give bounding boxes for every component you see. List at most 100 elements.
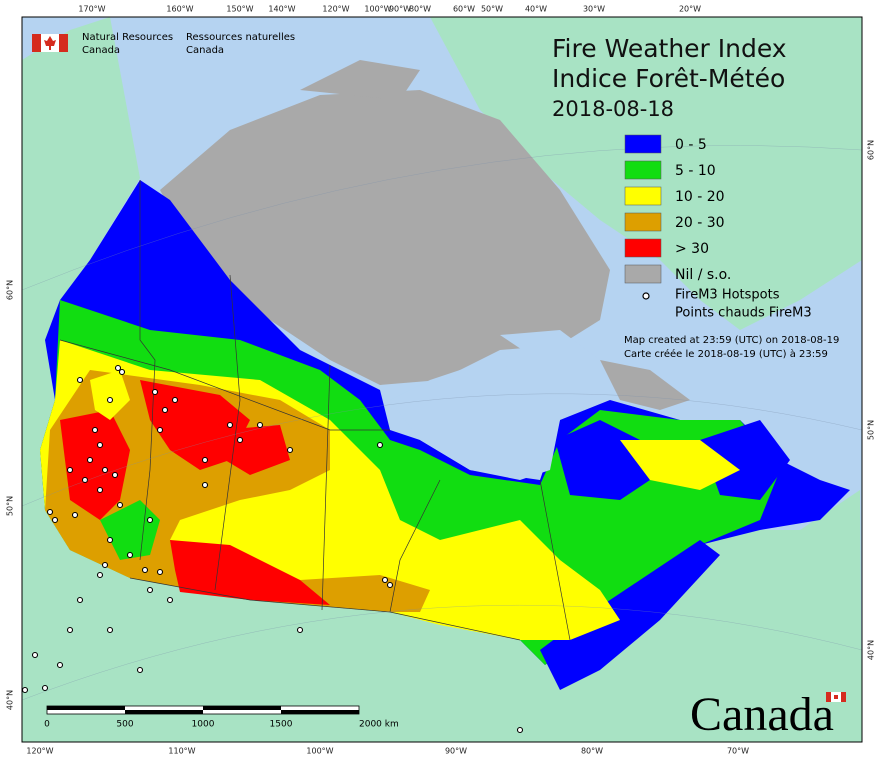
graticule-label: 120°W — [322, 5, 349, 14]
hotspot — [96, 486, 104, 494]
note: Carte créée le 2018-08-19 (UTC) à 23:59 — [624, 348, 828, 360]
graticule-label: 50°N — [6, 496, 15, 516]
hotspot — [236, 436, 244, 444]
hotspot — [161, 406, 169, 414]
hotspot — [166, 596, 174, 604]
hotspot — [141, 566, 149, 574]
graticule-label: 50°W — [481, 5, 503, 14]
graticule-label: 40°W — [525, 5, 547, 14]
hotspot — [21, 686, 29, 694]
graticule-label: 30°W — [583, 5, 605, 14]
flag-bar — [59, 34, 68, 52]
graticule-label: 120°W — [26, 747, 53, 756]
maple-leaf — [834, 695, 838, 699]
header: Natural Resources Canada Ressources natu… — [32, 32, 295, 56]
scale-label: 2000 km — [359, 720, 399, 730]
hotspot — [286, 446, 294, 454]
hotspot — [156, 568, 164, 576]
hotspot — [66, 626, 74, 634]
legend-label: 5 - 10 — [675, 163, 716, 179]
title-fr: Indice Forêt-Météo — [552, 64, 785, 93]
graticule-label: 140°W — [268, 5, 295, 14]
hotspot — [151, 388, 159, 396]
hotspot — [66, 466, 74, 474]
graticule-label: 80°W — [581, 747, 603, 756]
hotspot — [101, 561, 109, 569]
hotspot — [51, 516, 59, 524]
scale-label: 1500 — [270, 720, 293, 730]
graticule-label: 90°W — [445, 747, 467, 756]
legend-label: 0 - 5 — [675, 137, 707, 153]
graticule-label: 20°W — [679, 5, 701, 14]
hotspot — [201, 481, 209, 489]
hotspot — [71, 511, 79, 519]
hotspots — [21, 364, 524, 734]
hotspot — [31, 651, 39, 659]
hotspot-symbol — [642, 292, 650, 300]
hotspot — [76, 596, 84, 604]
arctic-islands — [300, 60, 420, 100]
wordmark: Canada — [690, 688, 846, 741]
hotspot — [96, 571, 104, 579]
agency-en: Natural Resources — [82, 32, 173, 43]
fwi-zone — [140, 380, 250, 470]
hotspot — [91, 426, 99, 434]
graticule-label: 60°W — [453, 5, 475, 14]
fwi-zone — [620, 440, 740, 490]
hotspot — [86, 456, 94, 464]
usa-alaska — [22, 17, 862, 742]
scale-seg — [281, 710, 359, 714]
graticule-label: 150°W — [226, 5, 253, 14]
hotspot — [106, 536, 114, 544]
graticule-label: 50°N — [867, 420, 876, 440]
graticule-label: 160°W — [166, 5, 193, 14]
hotspot — [101, 466, 109, 474]
legend-swatch — [624, 186, 662, 206]
fwi-zone — [700, 420, 790, 500]
hotspot — [376, 441, 384, 449]
date: 2018-08-18 — [552, 97, 674, 121]
hotspot — [381, 576, 389, 584]
title-en: Fire Weather Index — [552, 34, 787, 63]
scale-label: 1000 — [192, 720, 215, 730]
graticule-label: 70°W — [727, 747, 749, 756]
agency-fr: Ressources naturelles — [186, 32, 295, 43]
scale-seg — [125, 710, 203, 714]
note: Map created at 23:59 (UTC) on 2018-08-19 — [624, 335, 839, 346]
hotspot — [386, 581, 394, 589]
legend-label: 20 - 30 — [675, 215, 725, 231]
hotspot — [146, 516, 154, 524]
hotspot — [111, 471, 119, 479]
graticule-label: 40°N — [6, 690, 15, 710]
maple-leaf — [44, 36, 56, 50]
frame-border — [21, 16, 863, 743]
hotspot — [56, 661, 64, 669]
scale-label: 500 — [116, 720, 133, 730]
graticule-label: 110°W — [168, 747, 195, 756]
legend-swatch — [624, 212, 662, 232]
title-block: Fire Weather Index Indice Forêt-Météo 20… — [552, 34, 787, 121]
flag-bar — [826, 692, 831, 702]
legend: FireM3 Hotspots Points chauds FireM3 Map… — [624, 134, 839, 360]
graticule-label: 90°W — [389, 5, 411, 14]
graticule-label: 170°W — [78, 5, 105, 14]
hotspot — [171, 396, 179, 404]
graticule-labels: 170°W 160°W 150°W 140°W 120°W 100°W90°W80°W 60… — [6, 5, 876, 756]
hotspot — [296, 626, 304, 634]
hotspot — [136, 666, 144, 674]
labrador-nil — [600, 360, 690, 410]
legend-swatch — [624, 160, 662, 180]
hotspot — [256, 421, 264, 429]
legend-label: Points chauds FireM3 — [675, 306, 812, 321]
agency-fr: Canada — [186, 45, 224, 56]
flag-bar — [32, 34, 41, 52]
hotspot — [226, 421, 234, 429]
hotspot — [116, 501, 124, 509]
legend-swatch — [624, 134, 662, 154]
hotspot — [146, 586, 154, 594]
hotspot — [201, 456, 209, 464]
fwi-zone — [90, 370, 130, 420]
graticule-label: 60°N — [6, 280, 15, 300]
hotspot — [76, 376, 84, 384]
